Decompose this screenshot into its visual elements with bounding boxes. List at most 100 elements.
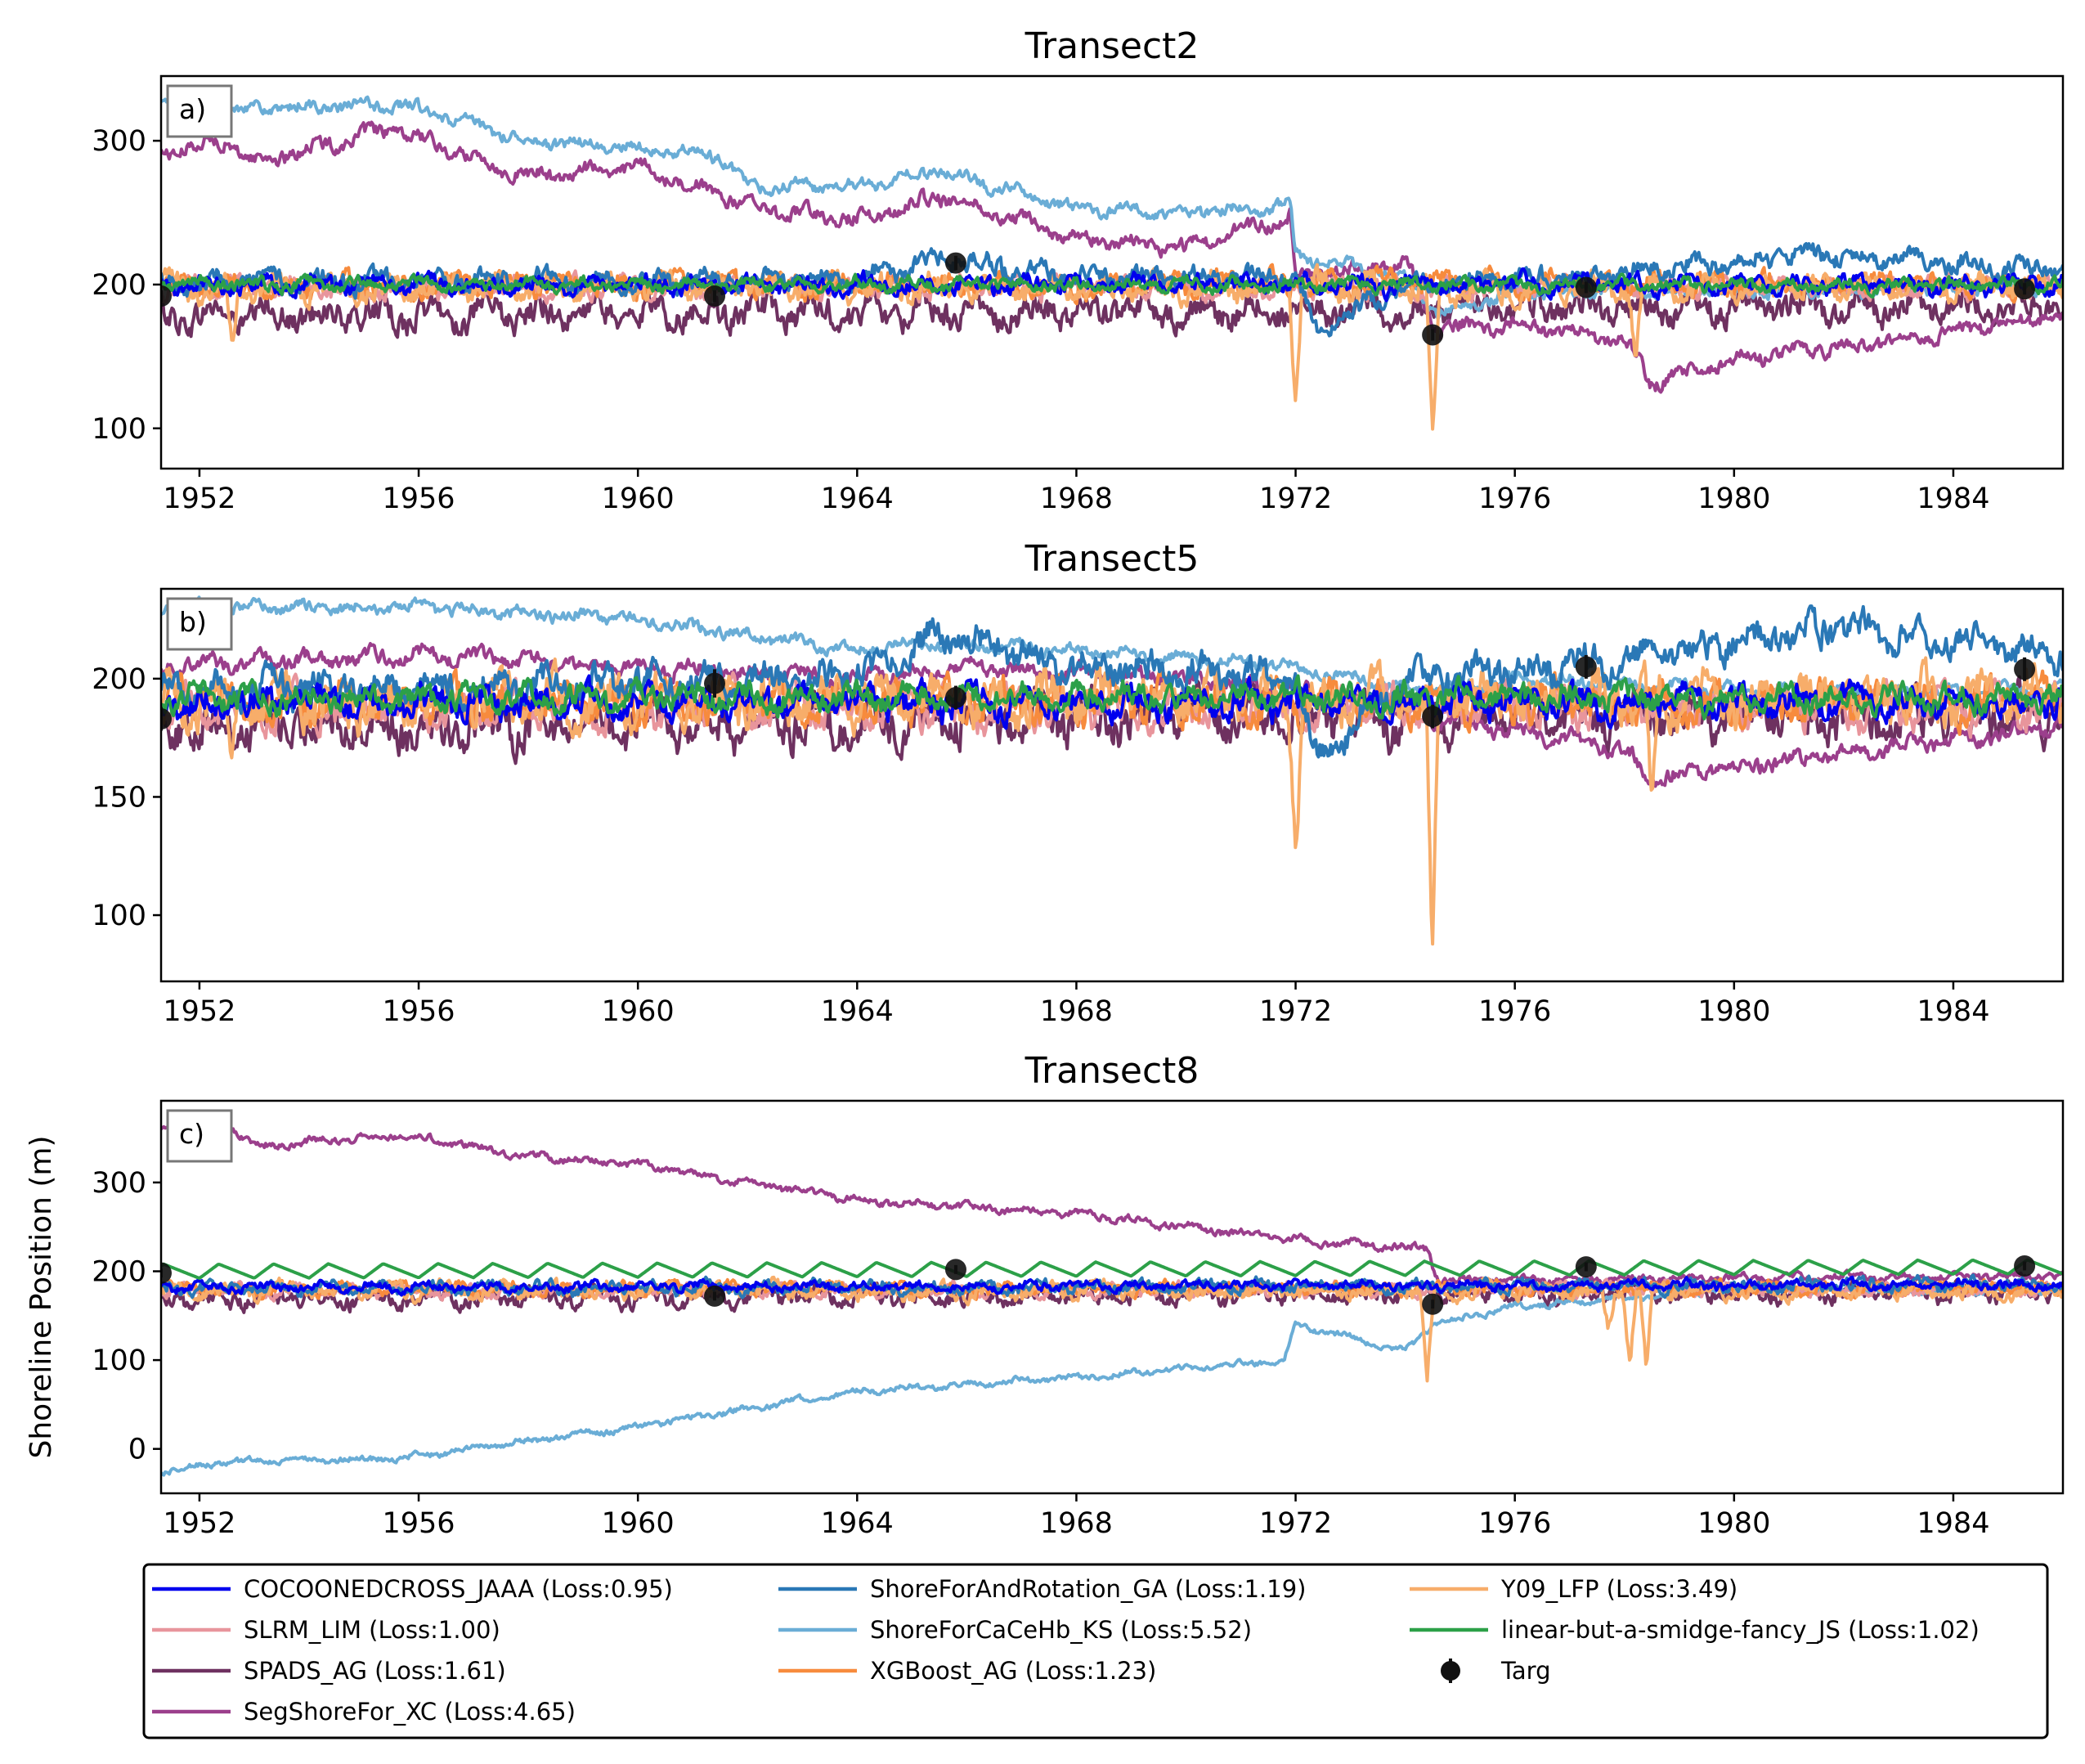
x-tick-label: 1968 (1040, 483, 1113, 515)
y-tick-label: 300 (92, 125, 146, 158)
targ-point (704, 672, 726, 694)
legend-entry-SLRM_LIM: SLRM_LIM (Loss:1.00) (152, 1616, 500, 1644)
y-tick-label: 100 (92, 900, 146, 932)
panel-label-text: b) (179, 606, 207, 638)
x-tick-label: 1972 (1259, 1507, 1332, 1540)
y-tick-label: 100 (92, 1344, 146, 1377)
legend-label: SPADS_AG (Loss:1.61) (244, 1657, 506, 1685)
targ-point (1575, 276, 1597, 298)
x-tick-label: 1964 (821, 483, 894, 515)
x-tick-label: 1960 (602, 1507, 675, 1540)
panel-1: Transect2 1952 1956 1960 1964 1968 1972 1976 198… (92, 25, 2065, 515)
series-line-linear-but-a-smidge-fancy_JS (161, 674, 2063, 720)
x-tick-label: 1976 (1478, 995, 1551, 1028)
panel-2: Transect5 1952 1956 1960 1964 1968 1972 1976 198… (92, 538, 2065, 1028)
y-axis-label: Shoreline Position (m) (25, 1135, 58, 1458)
x-tick-label: 1956 (383, 995, 455, 1028)
x-tick-label: 1952 (163, 1507, 235, 1540)
targ-point (944, 252, 966, 274)
panel-3: Transect8 1952 1956 1960 1964 1968 1972 1976 198… (25, 1050, 2065, 1540)
targ-point (1422, 324, 1444, 346)
series-line-ShoreForCaCeHb_KS (161, 1283, 2063, 1477)
x-tick-label: 1956 (383, 483, 455, 515)
x-tick-label: 1984 (1917, 483, 1989, 515)
y-tick-label: 200 (92, 269, 146, 302)
targ-point (161, 285, 172, 307)
targ-point (704, 1285, 726, 1307)
panel-title: Transect5 (1025, 538, 1199, 580)
x-tick-label: 1980 (1697, 1507, 1770, 1540)
panel-label: b) (166, 597, 233, 651)
targ-point (944, 1259, 966, 1281)
panel-label-text: a) (179, 93, 206, 125)
panel-label-text: c) (179, 1118, 204, 1150)
axes-frame (159, 587, 2065, 983)
legend-entry-SPADS_AG: SPADS_AG (Loss:1.61) (152, 1657, 506, 1685)
legend-entry-Y09_LFP: Y09_LFP (Loss:3.49) (1410, 1575, 1738, 1603)
legend-frame (142, 1563, 2049, 1739)
targ-point (1575, 656, 1597, 678)
series-line-linear-but-a-smidge-fancy_JS (161, 1258, 2063, 1280)
legend-label: XGBoost_AG (Loss:1.23) (870, 1657, 1156, 1685)
legend-label: ShoreForCaCeHb_KS (Loss:5.52) (870, 1616, 1252, 1644)
y-tick-label: 150 (92, 781, 146, 814)
legend-label: Targ (1500, 1657, 1551, 1685)
x-tick-label: 1984 (1917, 1507, 1989, 1540)
series-line-SegShoreFor_XC (161, 120, 2063, 394)
x-tick-label: 1968 (1040, 995, 1113, 1028)
legend-label: ShoreForAndRotation_GA (Loss:1.19) (870, 1575, 1306, 1603)
series-line-COCOONEDCROSS_JAAA (161, 1275, 2063, 1297)
y-tick-label: 200 (92, 1256, 146, 1289)
legend-marker (1441, 1661, 1460, 1681)
panel-label: c) (166, 1109, 233, 1163)
legend-label: SLRM_LIM (Loss:1.00) (244, 1616, 500, 1644)
series-line-COCOONEDCROSS_JAAA (161, 267, 2063, 303)
legend-entry-Targ: Targ (1441, 1657, 1551, 1685)
x-tick-label: 1960 (602, 995, 675, 1028)
legend-label: COCOONEDCROSS_JAAA (Loss:0.95) (244, 1575, 673, 1603)
x-tick-label: 1976 (1478, 483, 1551, 515)
x-tick-label: 1984 (1917, 995, 1989, 1028)
targ-point (704, 285, 726, 307)
x-tick-label: 1980 (1697, 995, 1770, 1028)
legend-entry-COCOONEDCROSS_JAAA: COCOONEDCROSS_JAAA (Loss:0.95) (152, 1575, 673, 1603)
y-tick-label: 100 (92, 413, 146, 446)
panel-title: Transect8 (1025, 1050, 1199, 1092)
targ-point (1422, 706, 1444, 728)
legend-entry-XGBoost_AG: XGBoost_AG (Loss:1.23) (778, 1657, 1156, 1685)
x-tick-label: 1976 (1478, 1507, 1551, 1540)
panels: Transect2 1952 1956 1960 1964 1968 1972 1976 198… (25, 25, 2065, 1540)
series-line-linear-but-a-smidge-fancy_JS (161, 272, 2063, 299)
plot-area (161, 595, 2063, 946)
x-tick-label: 1960 (602, 483, 675, 515)
y-tick-label: 300 (92, 1167, 146, 1200)
axes-frame (159, 1099, 2065, 1495)
legend-label: Y09_LFP (Loss:3.49) (1500, 1575, 1738, 1603)
targ-point (1575, 1256, 1597, 1278)
plot-area (161, 1120, 2063, 1477)
x-tick-label: 1952 (163, 995, 235, 1028)
legend: COCOONEDCROSS_JAAA (Loss:0.95) SLRM_LIM (… (142, 1563, 2049, 1739)
targ-point (2014, 278, 2036, 300)
series-line-SegShoreFor_XC (161, 1120, 2063, 1287)
axes-frame (159, 74, 2065, 470)
x-tick-label: 1964 (821, 1507, 894, 1540)
series-line-SPADS_AG (161, 280, 2063, 339)
legend-label: linear-but-a-smidge-fancy_JS (Loss:1.02) (1501, 1616, 1980, 1644)
x-tick-label: 1952 (163, 483, 235, 515)
targ-point (1422, 1293, 1444, 1315)
x-tick-label: 1964 (821, 995, 894, 1028)
x-tick-label: 1980 (1697, 483, 1770, 515)
x-tick-label: 1972 (1259, 995, 1332, 1028)
legend-entry-SegShoreFor_XC: SegShoreFor_XC (Loss:4.65) (152, 1698, 576, 1726)
x-tick-label: 1956 (383, 1507, 455, 1540)
targ-point (944, 687, 966, 709)
legend-label: SegShoreFor_XC (Loss:4.65) (244, 1698, 576, 1726)
x-tick-label: 1972 (1259, 483, 1332, 515)
plot-area (161, 95, 2063, 431)
panel-label: a) (166, 84, 233, 138)
y-tick-label: 0 (128, 1434, 146, 1466)
legend-entry-ShoreForAndRotation_GA: ShoreForAndRotation_GA (Loss:1.19) (778, 1575, 1306, 1603)
targ-point (2014, 658, 2036, 680)
